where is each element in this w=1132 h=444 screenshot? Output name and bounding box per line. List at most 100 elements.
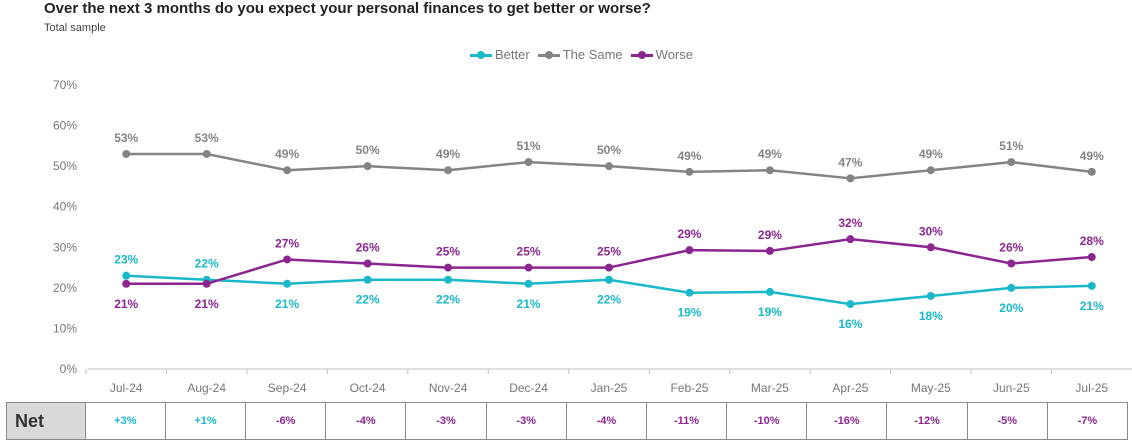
data-point-better	[846, 300, 855, 309]
x-tick-label: Jan-25	[591, 381, 628, 395]
data-point-better	[363, 275, 372, 284]
x-tick-label: Jun-25	[993, 381, 1030, 395]
legend-swatch-same	[537, 49, 560, 61]
chart-title: Over the next 3 months do you expect you…	[44, 0, 651, 17]
x-tick-label: Oct-24	[350, 381, 386, 395]
data-point-better	[122, 271, 131, 280]
data-point-worse	[765, 246, 774, 255]
data-label-better: 20%	[999, 301, 1023, 315]
data-point-better	[765, 287, 774, 296]
data-label-better: 21%	[275, 297, 299, 311]
net-value-cell: -6%	[246, 402, 327, 440]
net-value-cell: -3%	[486, 402, 567, 440]
data-point-worse	[524, 263, 533, 272]
data-label-same: 49%	[677, 149, 701, 163]
data-label-worse: 25%	[517, 245, 541, 259]
data-point-better	[524, 279, 533, 288]
x-tick-label: Jul-25	[1075, 381, 1108, 395]
data-point-better	[1087, 281, 1096, 290]
data-point-same	[283, 166, 292, 175]
data-point-same	[846, 174, 855, 183]
data-point-same	[685, 167, 694, 176]
net-label: Net	[6, 402, 86, 440]
data-point-worse	[363, 259, 372, 268]
x-tick-label: Feb-25	[670, 381, 708, 395]
data-label-worse: 25%	[597, 245, 621, 259]
x-tick-label: Dec-24	[509, 381, 548, 395]
x-tick-label: May-25	[911, 381, 951, 395]
data-point-worse	[444, 263, 453, 272]
y-tick-label: 30%	[53, 240, 77, 254]
data-point-better	[605, 275, 613, 284]
net-value-cell: -7%	[1047, 402, 1128, 440]
net-value-cell: -16%	[807, 402, 888, 440]
data-label-better: 22%	[195, 257, 219, 271]
legend-item-worse: Worse	[630, 47, 693, 62]
data-label-better: 18%	[919, 309, 943, 323]
data-label-worse: 25%	[436, 245, 460, 259]
data-label-same: 50%	[356, 143, 380, 157]
x-tick-label: Jul-24	[110, 381, 143, 395]
data-label-same: 49%	[275, 147, 299, 161]
net-value-cell: -12%	[887, 402, 968, 440]
data-point-same	[122, 149, 131, 158]
data-point-worse	[202, 279, 211, 288]
data-point-same	[363, 162, 372, 171]
data-point-same	[444, 166, 453, 175]
data-point-worse	[685, 246, 694, 255]
legend-item-same: The Same	[537, 47, 623, 62]
net-value-cell: -5%	[967, 402, 1048, 440]
data-label-better: 16%	[838, 317, 862, 331]
data-point-same	[765, 166, 774, 175]
y-tick-label: 40%	[53, 200, 77, 214]
data-label-worse: 27%	[275, 236, 299, 250]
data-label-worse: 32%	[838, 216, 862, 230]
data-label-better: 23%	[114, 253, 138, 267]
data-label-same: 51%	[999, 139, 1023, 153]
data-label-better: 21%	[1080, 299, 1104, 313]
data-label-same: 49%	[436, 147, 460, 161]
data-label-better: 22%	[436, 293, 460, 307]
data-label-same: 53%	[114, 131, 138, 145]
data-point-worse	[846, 235, 855, 244]
x-tick-label: Aug-24	[187, 381, 226, 395]
data-label-better: 22%	[597, 293, 621, 307]
data-label-same: 53%	[195, 131, 219, 145]
y-tick-label: 20%	[53, 281, 77, 295]
data-label-same: 51%	[517, 139, 541, 153]
y-tick-label: 70%	[53, 78, 77, 92]
data-point-same	[1087, 167, 1096, 176]
net-value-cell: -10%	[727, 402, 808, 440]
data-point-worse	[926, 243, 935, 252]
data-label-worse: 26%	[999, 241, 1023, 255]
data-point-better	[444, 275, 453, 284]
x-tick-label: Mar-25	[751, 381, 789, 395]
x-tick-label: Sep-24	[268, 381, 307, 395]
y-tick-label: 0%	[60, 362, 78, 376]
data-label-better: 21%	[517, 297, 541, 311]
data-label-same: 47%	[838, 155, 862, 169]
data-point-same	[1007, 158, 1016, 167]
y-tick-label: 60%	[53, 119, 77, 133]
data-label-worse: 21%	[114, 297, 138, 311]
net-value-cell: -3%	[406, 402, 487, 440]
data-label-same: 49%	[919, 147, 943, 161]
data-point-worse	[122, 279, 131, 288]
data-point-better	[1007, 283, 1016, 292]
data-label-worse: 21%	[195, 297, 219, 311]
data-point-better	[283, 279, 292, 288]
data-point-better	[926, 291, 935, 300]
net-value-cell: -4%	[326, 402, 407, 440]
legend-item-better: Better	[470, 47, 530, 62]
legend-label-better: Better	[495, 47, 530, 62]
legend-label-same: The Same	[562, 47, 623, 62]
data-label-worse: 30%	[919, 224, 943, 238]
legend-swatch-worse	[630, 49, 653, 61]
chart-subtitle: Total sample	[44, 22, 106, 34]
data-label-better: 22%	[356, 293, 380, 307]
data-point-worse	[605, 263, 613, 272]
data-point-worse	[1087, 253, 1096, 262]
net-table-row: Net +3% +1% -6% -4% -3% -3% -4% -11% -10% -16% -12…	[6, 402, 1128, 440]
data-label-better: 19%	[758, 305, 782, 319]
data-point-same	[926, 166, 935, 175]
